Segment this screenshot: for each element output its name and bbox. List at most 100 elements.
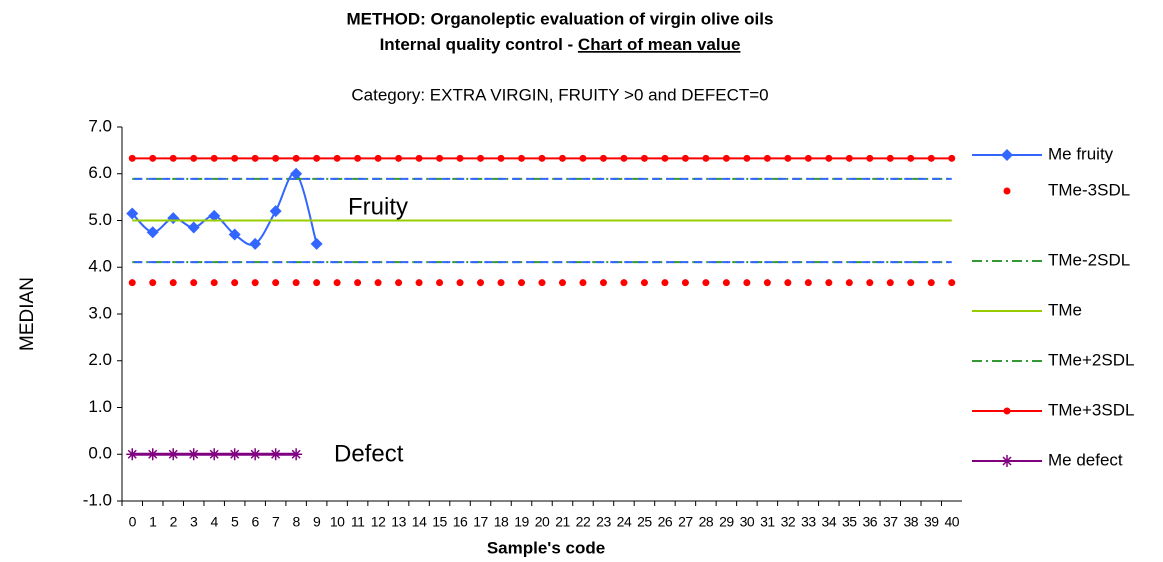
legend-label: TMe-3SDL — [1048, 180, 1130, 199]
x-tick-label: 40 — [944, 514, 959, 530]
x-tick-label: 11 — [351, 514, 365, 530]
marker — [290, 448, 303, 461]
x-tick-label: 28 — [699, 514, 714, 530]
x-tick-label: 31 — [760, 514, 775, 530]
marker — [251, 154, 259, 162]
x-tick-label: 34 — [822, 514, 837, 530]
marker — [374, 154, 382, 162]
marker — [702, 154, 710, 162]
x-tick-label: 5 — [231, 514, 239, 530]
x-tick-label: 14 — [412, 514, 427, 530]
marker — [743, 154, 751, 162]
marker — [599, 154, 607, 162]
marker — [722, 279, 730, 287]
marker — [292, 154, 300, 162]
y-tick-label: 1.0 — [88, 397, 112, 416]
marker — [518, 154, 526, 162]
marker — [1001, 149, 1013, 161]
legend-label: TMe-2SDL — [1048, 250, 1130, 269]
legend-label: Me fruity — [1048, 144, 1114, 163]
marker — [640, 279, 648, 287]
marker — [290, 167, 303, 180]
y-axis-label: MEDIAN — [17, 277, 38, 351]
y-tick-label: 3.0 — [88, 303, 112, 322]
marker — [395, 279, 403, 287]
marker — [149, 154, 157, 162]
chart-title: METHOD: Organoleptic evaluation of virgi… — [347, 9, 774, 28]
y-tick-label: 7.0 — [88, 116, 112, 135]
marker — [804, 279, 812, 287]
x-tick-label: 39 — [924, 514, 939, 530]
marker — [599, 279, 607, 287]
x-tick-label: 22 — [576, 514, 591, 530]
x-tick-label: 32 — [781, 514, 796, 530]
marker — [126, 448, 139, 461]
marker — [313, 154, 321, 162]
x-tick-label: 12 — [371, 514, 386, 530]
marker — [497, 279, 505, 287]
marker — [210, 279, 218, 287]
x-tick-label: 13 — [391, 514, 406, 530]
title-underlined: Chart of mean value — [578, 35, 741, 54]
y-tick-label: 0.0 — [88, 444, 112, 463]
marker — [228, 228, 241, 241]
subtitle: Category: EXTRA VIRGIN, FRUITY >0 and DE… — [351, 85, 768, 104]
marker — [763, 279, 771, 287]
marker — [167, 212, 180, 225]
series-line — [131, 172, 318, 246]
marker — [743, 279, 751, 287]
marker — [763, 154, 771, 162]
x-tick-label: 16 — [453, 514, 468, 530]
marker — [128, 279, 136, 287]
marker — [251, 279, 259, 287]
legend-label: TMe+2SDL — [1048, 350, 1134, 369]
marker — [640, 154, 648, 162]
marker — [456, 279, 464, 287]
marker — [292, 279, 300, 287]
marker — [210, 154, 218, 162]
x-tick-label: 17 — [473, 514, 488, 530]
x-tick-label: 18 — [494, 514, 509, 530]
x-tick-label: 4 — [211, 514, 219, 530]
marker — [313, 279, 321, 287]
marker — [456, 154, 464, 162]
marker — [518, 279, 526, 287]
marker — [149, 279, 157, 287]
x-tick-label: 36 — [863, 514, 878, 530]
marker — [169, 279, 177, 287]
y-tick-label: 6.0 — [88, 163, 112, 182]
marker — [1003, 187, 1011, 195]
y-tick-label: 5.0 — [88, 210, 112, 229]
marker — [907, 154, 915, 162]
chart-title-line2: Internal quality control - Chart of mean… — [380, 35, 741, 54]
x-tick-label: 6 — [252, 514, 260, 530]
x-tick-label: 23 — [596, 514, 611, 530]
legend-label: Me defect — [1048, 450, 1123, 469]
marker — [579, 279, 587, 287]
x-tick-label: 2 — [170, 514, 178, 530]
marker — [558, 154, 566, 162]
marker — [620, 154, 628, 162]
marker — [825, 279, 833, 287]
x-tick-label: 8 — [292, 514, 300, 530]
marker — [845, 279, 853, 287]
x-tick-label: 24 — [617, 514, 632, 530]
marker — [1001, 455, 1013, 467]
marker — [310, 237, 323, 250]
marker — [866, 154, 874, 162]
marker — [948, 154, 956, 162]
marker — [167, 448, 180, 461]
marker — [374, 279, 382, 287]
marker — [477, 154, 485, 162]
marker — [231, 279, 239, 287]
x-tick-label: 19 — [514, 514, 529, 530]
x-tick-label: 37 — [883, 514, 898, 530]
marker — [415, 279, 423, 287]
marker — [538, 279, 546, 287]
marker — [477, 279, 485, 287]
marker — [436, 154, 444, 162]
marker — [146, 448, 159, 461]
marker — [784, 154, 792, 162]
marker — [187, 448, 200, 461]
x-tick-label: 9 — [313, 514, 321, 530]
